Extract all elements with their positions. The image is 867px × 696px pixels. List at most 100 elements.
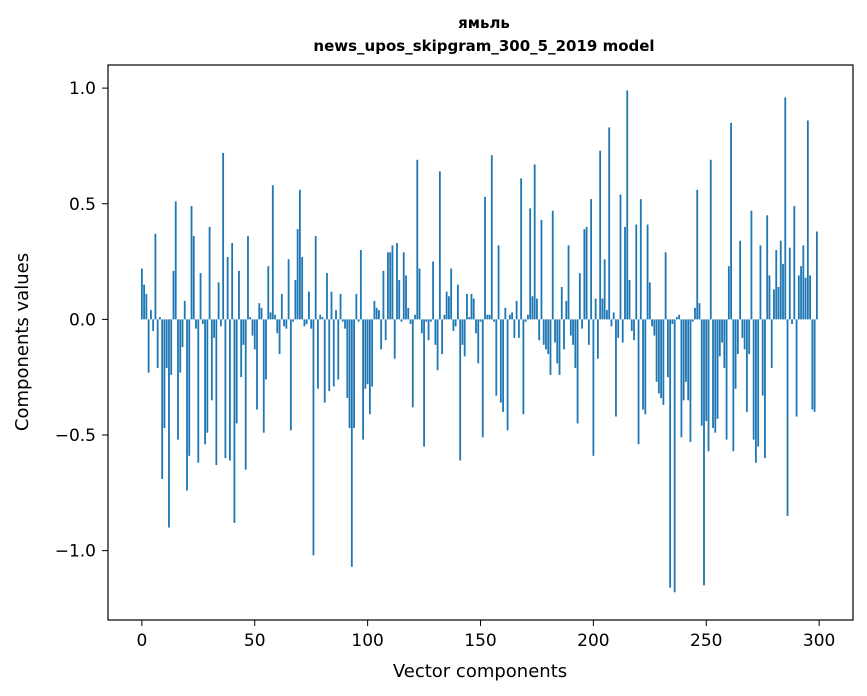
bar-246 [696, 189, 699, 320]
bar-227 [653, 319, 656, 336]
bar-98 [362, 319, 365, 440]
bar-70 [298, 189, 301, 320]
bar-237 [676, 317, 678, 320]
bar-103 [373, 300, 376, 320]
bar-125 [423, 319, 425, 447]
bar-255 [716, 319, 719, 419]
bar-272 [755, 319, 757, 463]
bar-4 [149, 310, 152, 320]
bar-122 [416, 159, 419, 320]
bar-231 [662, 319, 665, 405]
bar-285 [784, 97, 787, 320]
x-tick-label: 100 [351, 631, 383, 651]
bar-117 [405, 275, 407, 320]
bar-126 [425, 319, 428, 322]
bar-202 [596, 319, 599, 359]
bar-178 [542, 319, 545, 345]
bar-261 [730, 122, 732, 320]
bar-166 [515, 300, 518, 320]
bar-1 [143, 284, 146, 320]
x-tick-label: 300 [803, 631, 835, 651]
bar-65 [287, 259, 290, 320]
bar-270 [750, 210, 753, 320]
bar-128 [429, 319, 432, 322]
bar-200 [592, 319, 595, 456]
bar-107 [382, 270, 385, 320]
bar-34 [217, 282, 220, 320]
bar-277 [766, 215, 769, 320]
bar-284 [782, 263, 784, 320]
bar-298 [813, 319, 816, 412]
bar-188 [565, 300, 568, 320]
bar-43 [238, 270, 240, 320]
bar-290 [795, 319, 798, 417]
bar-271 [752, 319, 755, 440]
bar-224 [646, 224, 649, 320]
bar-295 [806, 120, 809, 320]
bar-159 [499, 319, 502, 403]
bar-36 [222, 152, 225, 320]
bar-213 [621, 319, 624, 343]
bar-195 [581, 319, 583, 329]
bar-209 [612, 312, 615, 320]
bar-35 [219, 319, 222, 327]
x-tick-label: 250 [690, 631, 722, 651]
bar-190 [569, 319, 572, 336]
bar-259 [725, 319, 728, 440]
x-tick-label: 50 [244, 631, 266, 651]
bar-72 [303, 319, 306, 327]
bar-292 [800, 266, 802, 320]
bar-152 [484, 196, 486, 320]
bar-252 [709, 159, 712, 320]
bar-14 [172, 270, 175, 320]
bar-100 [366, 319, 369, 385]
bar-267 [743, 319, 746, 350]
bar-177 [540, 219, 543, 320]
bar-33 [215, 319, 218, 466]
bar-26 [199, 273, 202, 320]
bar-155 [490, 155, 493, 320]
bar-219 [635, 224, 638, 320]
bar-162 [506, 319, 509, 431]
bar-263 [734, 319, 737, 389]
bar-13 [170, 319, 173, 375]
bar-193 [576, 319, 579, 424]
bar-182 [551, 210, 554, 320]
bar-93 [350, 319, 353, 567]
bar-254 [714, 319, 717, 433]
bar-133 [441, 319, 444, 355]
bar-series [140, 90, 818, 593]
bar-40 [231, 243, 234, 320]
bar-154 [488, 314, 491, 320]
bar-168 [520, 178, 523, 320]
bar-214 [624, 226, 626, 320]
bar-74 [308, 291, 310, 320]
bar-11 [165, 319, 168, 368]
x-tick-label: 150 [464, 631, 496, 651]
bar-45 [242, 319, 245, 345]
bar-273 [757, 319, 760, 447]
bar-264 [736, 319, 739, 355]
bar-6 [154, 233, 157, 320]
bar-221 [639, 199, 642, 320]
bar-249 [703, 319, 705, 586]
bar-55 [265, 319, 267, 380]
bar-266 [741, 319, 744, 338]
bar-102 [371, 319, 374, 387]
bar-191 [572, 319, 574, 345]
bar-97 [359, 250, 362, 320]
bar-248 [700, 319, 703, 426]
x-tick-label: 0 [136, 631, 147, 651]
bar-197 [585, 226, 588, 320]
bar-20 [186, 319, 188, 491]
y-axis-label: Components values [12, 253, 33, 431]
bar-229 [657, 319, 660, 394]
bar-207 [608, 127, 611, 320]
bar-110 [389, 252, 392, 320]
bar-239 [680, 319, 683, 438]
bar-212 [619, 194, 622, 320]
bar-236 [673, 319, 676, 593]
bar-106 [380, 319, 383, 350]
bar-84 [330, 291, 333, 320]
bar-48 [249, 317, 252, 320]
